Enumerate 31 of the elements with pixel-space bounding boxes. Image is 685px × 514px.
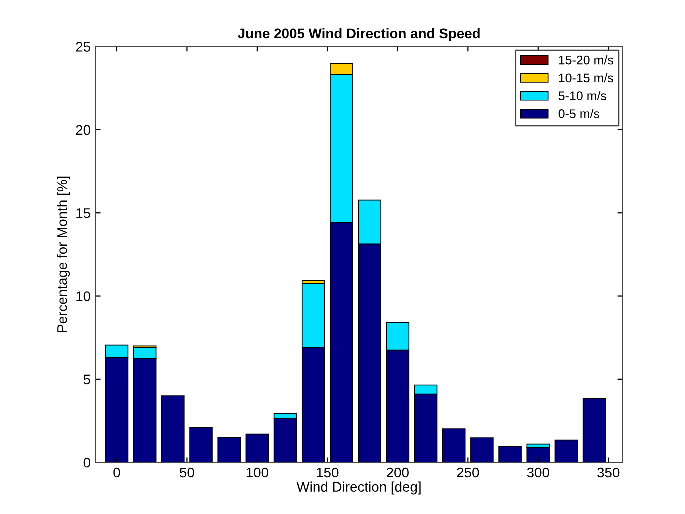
x-axis-title: Wind Direction [deg]: [296, 482, 421, 495]
bar: [442, 428, 466, 463]
bar: [470, 438, 494, 463]
x-tick-label: 150: [317, 468, 339, 478]
x-tick-label: 100: [246, 468, 268, 478]
y-tick-label: 25: [76, 42, 90, 52]
legend-label: 10-15 m/s: [559, 73, 614, 83]
bar: [162, 396, 185, 463]
x-tick-label: 0: [114, 468, 120, 478]
bar: [554, 440, 578, 463]
y-tick-label: 10: [76, 292, 90, 302]
bar: [526, 447, 550, 463]
y-tick-label: 15: [76, 208, 90, 218]
y-axis-title: Percentage for Month [%]: [57, 176, 70, 332]
bar: [582, 398, 606, 463]
chart-title: June 2005 Wind Direction and Speed: [238, 28, 480, 42]
bar: [190, 427, 213, 463]
x-tick-label: 250: [457, 468, 480, 478]
legend-label: 5-10 m/s: [558, 91, 607, 101]
legend-label: 15-20 m/s: [559, 56, 614, 65]
y-tick-label: 0: [84, 458, 90, 468]
y-tick-label: 5: [84, 374, 90, 385]
x-tick-label: 50: [180, 468, 194, 478]
x-tick-label: 200: [387, 468, 409, 478]
x-tick-label: 350: [598, 468, 620, 478]
bar: [218, 437, 242, 463]
x-tick-label: 300: [527, 468, 550, 478]
bar: [246, 434, 270, 463]
legend-label: 0-5 m/s: [558, 109, 600, 118]
y-tick-label: 20: [76, 125, 90, 136]
bar: [498, 446, 522, 463]
